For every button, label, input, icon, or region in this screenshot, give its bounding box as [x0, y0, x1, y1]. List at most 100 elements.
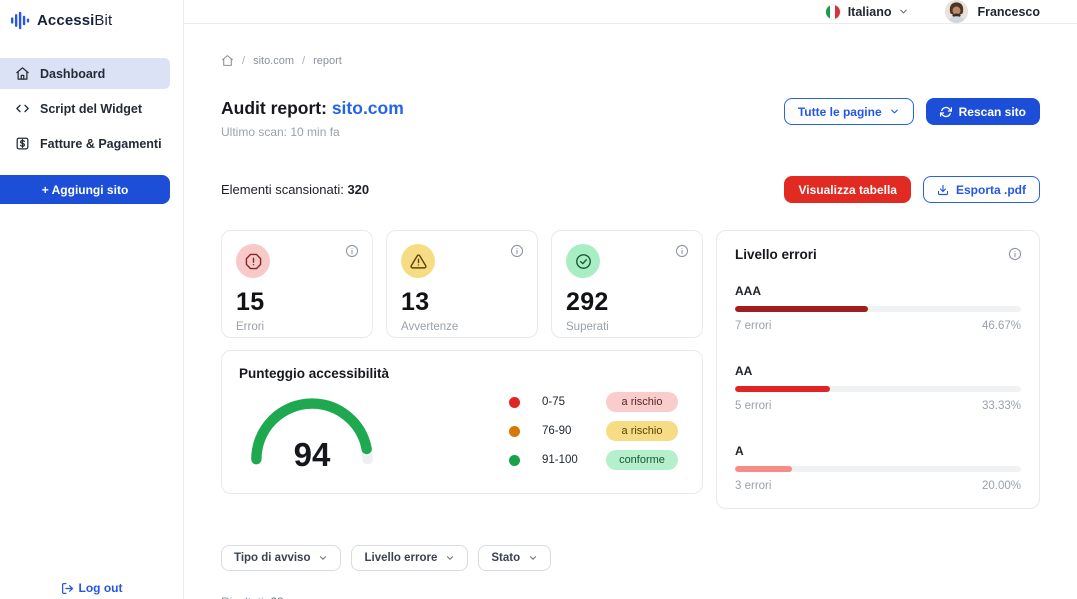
level-row-aaa: AAA 7 errori 46.67%	[735, 284, 1021, 332]
italian-flag-icon	[824, 3, 841, 20]
status-badge: a rischio	[606, 392, 678, 412]
errors-count: 15	[236, 288, 265, 316]
sidebar-item-label: Script del Widget	[40, 101, 142, 116]
avatar	[945, 0, 969, 23]
level-errors: 7 errori	[735, 320, 772, 332]
export-pdf-label: Esporta .pdf	[955, 182, 1026, 197]
pages-dropdown-label: Tutte le pagine	[797, 104, 882, 119]
info-icon[interactable]	[675, 244, 689, 258]
score-card-title: Punteggio accessibilità	[239, 366, 390, 381]
accessibility-score-card: Punteggio accessibilità 94	[221, 350, 703, 494]
chevron-down-icon	[900, 9, 908, 14]
report-header-actions: Tutte le pagine Rescan sito	[783, 98, 1040, 125]
score-legend: 0-75 a rischio 76-90 a rischio	[509, 392, 678, 470]
scan-summary-row: Elementi scansionati: 320 Visualizza tab…	[221, 176, 1040, 203]
pages-dropdown[interactable]: Tutte le pagine	[783, 98, 914, 125]
breadcrumb-report[interactable]: report	[313, 54, 342, 67]
sidebar-nav: Dashboard Script del Widget Fatture & Pa…	[0, 58, 183, 159]
info-icon[interactable]	[345, 244, 359, 258]
main-area: Italiano Francesco / sito.com / report	[184, 0, 1077, 599]
level-row-aa: AA 5 errori 33.33%	[735, 364, 1021, 412]
filter-label: Livello errore	[364, 552, 438, 564]
passed-label: Superati	[566, 321, 609, 333]
level-meta: 7 errori 46.67%	[735, 320, 1021, 332]
score-gauge: 94	[246, 390, 378, 473]
language-label: Italiano	[847, 4, 892, 19]
download-icon	[937, 184, 949, 195]
refresh-icon	[939, 106, 952, 117]
invoice-icon	[14, 136, 30, 152]
alert-triangle-icon	[401, 244, 435, 278]
sidebar-item-widget-script[interactable]: Script del Widget	[0, 93, 170, 124]
error-levels-title: Livello errori	[735, 247, 817, 262]
scanned-elements-text: Elementi scansionati: 320	[221, 182, 369, 197]
gauge-body: 94 0-75 a rischio 76-90	[239, 381, 685, 473]
page-title-prefix: Audit report:	[221, 98, 332, 118]
red-dot-icon	[509, 396, 520, 408]
results-count: Risultati: 28	[221, 595, 1040, 599]
user-menu[interactable]: Francesco	[945, 0, 1040, 23]
level-bar-track	[735, 466, 1021, 472]
errors-label: Errori	[236, 321, 265, 333]
level-name: AA	[735, 364, 753, 378]
legend-range: 76-90	[542, 425, 572, 437]
chevron-down-icon	[890, 109, 898, 114]
legend-range: 91-100	[542, 454, 578, 466]
check-circle-icon	[566, 244, 600, 278]
level-errors: 3 errori	[735, 480, 772, 492]
scan-actions: Visualizza tabella Esporta .pdf	[784, 176, 1040, 203]
content: / sito.com / report Audit report: sito.c…	[184, 24, 1077, 599]
breadcrumb: / sito.com / report	[221, 54, 1040, 67]
level-percent: 20.00%	[981, 480, 1021, 492]
filter-label: Stato	[491, 552, 521, 564]
brand-name-bold: Accessi	[37, 11, 95, 29]
rescan-button[interactable]: Rescan sito	[925, 98, 1040, 125]
errors-card: 15 Errori	[221, 230, 373, 338]
sidebar-item-label: Fatture & Pagamenti	[40, 136, 162, 151]
passed-count: 292	[566, 288, 609, 316]
sidebar-item-billing[interactable]: Fatture & Pagamenti	[0, 128, 170, 159]
home-icon	[14, 66, 30, 82]
code-icon	[14, 101, 30, 117]
info-icon[interactable]	[1008, 247, 1022, 261]
sidebar-item-label: Dashboard	[40, 66, 106, 81]
language-selector[interactable]: Italiano	[824, 3, 910, 20]
level-bar-fill	[735, 306, 869, 312]
legend-row-red: 0-75 a rischio	[509, 392, 678, 412]
info-icon[interactable]	[510, 244, 524, 258]
breadcrumb-site[interactable]: sito.com	[253, 54, 295, 67]
rescan-label: Rescan sito	[958, 104, 1026, 119]
score-value: 94	[293, 436, 331, 473]
error-levels-panel: Livello errori AAA 7 errori 46.67% AA	[716, 230, 1040, 509]
level-errors: 5 errori	[735, 400, 772, 412]
level-row-a: A 3 errori 20.00%	[735, 444, 1021, 492]
level-meta: 5 errori 33.33%	[735, 400, 1021, 412]
brand-logo[interactable]: AccessiBit	[0, 0, 183, 32]
level-meta: 3 errori 20.00%	[735, 480, 1021, 492]
status-badge: a rischio	[606, 421, 678, 441]
logout-button[interactable]: Log out	[0, 581, 183, 595]
level-bar-fill	[735, 466, 793, 472]
site-link[interactable]: sito.com	[331, 98, 404, 118]
page-title: Audit report: sito.com	[221, 98, 404, 119]
add-site-button[interactable]: + Aggiungi sito	[0, 175, 170, 204]
level-bar-fill	[735, 386, 831, 392]
home-icon[interactable]	[221, 54, 234, 67]
export-pdf-button[interactable]: Esporta .pdf	[922, 176, 1040, 203]
view-table-button[interactable]: Visualizza tabella	[784, 176, 911, 203]
alert-octagon-icon	[236, 244, 270, 278]
report-header-row: Audit report: sito.com Ultimo scan: 10 m…	[221, 98, 1040, 139]
topbar: Italiano Francesco	[184, 0, 1077, 24]
filter-warning-type[interactable]: Tipo di avviso	[221, 545, 342, 571]
filter-error-level[interactable]: Livello errore	[351, 545, 469, 571]
warnings-count: 13	[401, 288, 430, 316]
sidebar-item-dashboard[interactable]: Dashboard	[0, 58, 170, 89]
breadcrumb-separator: /	[302, 54, 306, 67]
warnings-card: 13 Avvertenze	[386, 230, 538, 338]
dashboard-grid: 15 Errori 13 Avvertenze	[221, 230, 1040, 509]
brand-name-light: Bit	[94, 11, 113, 29]
filter-status[interactable]: Stato	[478, 545, 552, 571]
gauge-arc	[251, 398, 373, 465]
audio-wave-icon	[11, 11, 30, 30]
status-badge: conforme	[606, 450, 678, 470]
